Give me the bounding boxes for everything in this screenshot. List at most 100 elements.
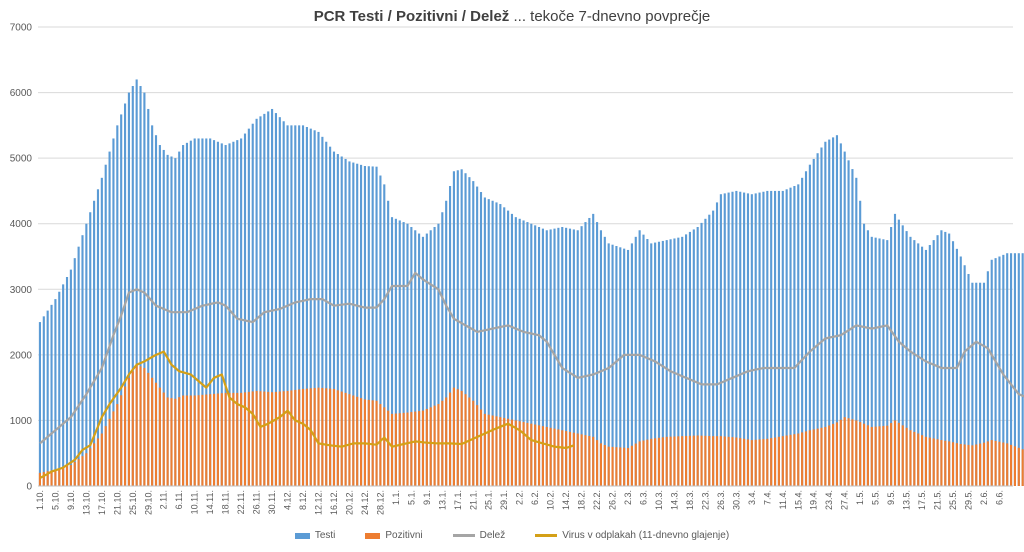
bar-testi — [472, 181, 475, 487]
bar-pozitivni — [205, 394, 208, 486]
bar-pozitivni — [650, 438, 653, 486]
bar-testi — [483, 197, 486, 486]
bar-pozitivni — [73, 462, 76, 486]
bar-testi — [100, 177, 103, 487]
bar-pozitivni — [634, 443, 637, 486]
bar-testi — [758, 192, 761, 486]
bar-testi — [89, 212, 92, 486]
bar-pozitivni — [948, 441, 951, 486]
bar-testi — [421, 236, 425, 486]
bar-pozitivni — [418, 411, 421, 486]
bar-testi — [781, 190, 784, 486]
x-tick-label: 2.3. — [623, 490, 633, 505]
bar-pozitivni — [847, 418, 850, 486]
x-tick-label: 10.11. — [190, 490, 200, 514]
bar-pozitivni — [688, 435, 691, 486]
bar-testi — [329, 146, 332, 487]
bar-pozitivni — [940, 440, 943, 486]
bar-pozitivni — [189, 395, 192, 486]
x-tick-label: 17.1. — [453, 490, 463, 510]
bar-testi — [530, 223, 533, 486]
bar-pozitivni — [421, 410, 425, 486]
bar-pozitivni — [81, 456, 84, 486]
x-tick-label: 2.11. — [159, 490, 169, 509]
bar-testi — [727, 192, 730, 486]
x-tick-label: 13.5. — [902, 490, 912, 510]
bar-pozitivni — [553, 428, 556, 486]
bar-pozitivni — [332, 388, 336, 486]
bar-testi — [54, 299, 57, 486]
bar-testi — [870, 236, 873, 486]
legend-label-virus: Virus v odplakah (11-dnevno glajenje) — [562, 530, 730, 541]
bar-testi — [135, 79, 138, 486]
bar-pozitivni — [503, 417, 506, 486]
bar-pozitivni — [1021, 449, 1024, 486]
bar-testi — [862, 223, 866, 486]
bar-testi — [398, 220, 401, 486]
x-tick-label: 14.2. — [561, 490, 571, 510]
legend-item-testi: Testi — [294, 530, 335, 541]
bar-testi — [828, 139, 831, 487]
bar-pozitivni — [58, 468, 61, 486]
x-tick-label: 9.10. — [66, 490, 76, 510]
bar-pozitivni — [897, 422, 900, 486]
bar-pozitivni — [394, 413, 397, 486]
bar-pozitivni — [758, 439, 761, 486]
bar-pozitivni — [406, 412, 409, 486]
bar-pozitivni — [154, 382, 158, 486]
bar-testi — [251, 123, 254, 486]
bar-testi — [491, 200, 494, 486]
bar-testi — [371, 166, 374, 486]
bar-pozitivni — [1010, 444, 1013, 486]
bar-testi — [619, 247, 622, 486]
bar-pozitivni — [1006, 443, 1009, 486]
bar-pozitivni — [835, 422, 839, 486]
bar-testi — [642, 234, 645, 486]
bar-testi — [243, 133, 247, 486]
chart-title: PCR Testi / Pozitivni / Delež ... tekoče… — [0, 8, 1024, 25]
bar-testi — [1002, 254, 1005, 486]
bar-testi — [468, 177, 471, 486]
bar-testi — [301, 125, 305, 486]
bar-pozitivni — [360, 398, 363, 486]
bar-pozitivni — [445, 397, 448, 486]
bar-testi — [50, 304, 53, 486]
bar-testi — [151, 125, 154, 486]
bar-pozitivni — [890, 423, 893, 486]
bar-pozitivni — [777, 436, 780, 486]
bar-pozitivni — [611, 446, 614, 486]
x-tick-label: 20.12. — [344, 490, 354, 515]
bar-testi — [580, 226, 583, 486]
bar-testi — [375, 166, 378, 486]
bar-pozitivni — [704, 435, 707, 486]
bar-testi — [859, 200, 862, 486]
bar-testi — [681, 236, 684, 486]
bar-pozitivni — [967, 444, 970, 486]
bar-testi — [93, 200, 96, 486]
bar-pozitivni — [321, 387, 324, 486]
bar-testi — [1010, 253, 1013, 486]
bar-pozitivni — [495, 416, 498, 486]
bar-testi — [267, 111, 270, 486]
bar-pozitivni — [673, 436, 676, 486]
bar-testi — [205, 138, 208, 486]
bar-testi — [847, 160, 850, 487]
bar-pozitivni — [901, 425, 904, 486]
bar-pozitivni — [681, 436, 684, 486]
bar-pozitivni — [170, 398, 173, 486]
bar-pozitivni — [123, 386, 127, 486]
bar-pozitivni — [986, 441, 989, 486]
bar-testi — [630, 243, 633, 486]
bar-testi — [789, 187, 792, 486]
bar-pozitivni — [317, 387, 320, 486]
bar-testi — [282, 121, 285, 487]
x-tick-label: 22.2. — [592, 490, 602, 510]
bar-testi — [387, 200, 390, 486]
x-tick-label: 5.1. — [406, 490, 416, 505]
bar-pozitivni — [1013, 446, 1016, 486]
bar-testi — [383, 184, 386, 486]
bar-testi — [967, 273, 970, 486]
x-tick-label: 18.11. — [221, 490, 231, 514]
bar-pozitivni — [545, 426, 548, 486]
bar-pozitivni — [340, 391, 343, 486]
